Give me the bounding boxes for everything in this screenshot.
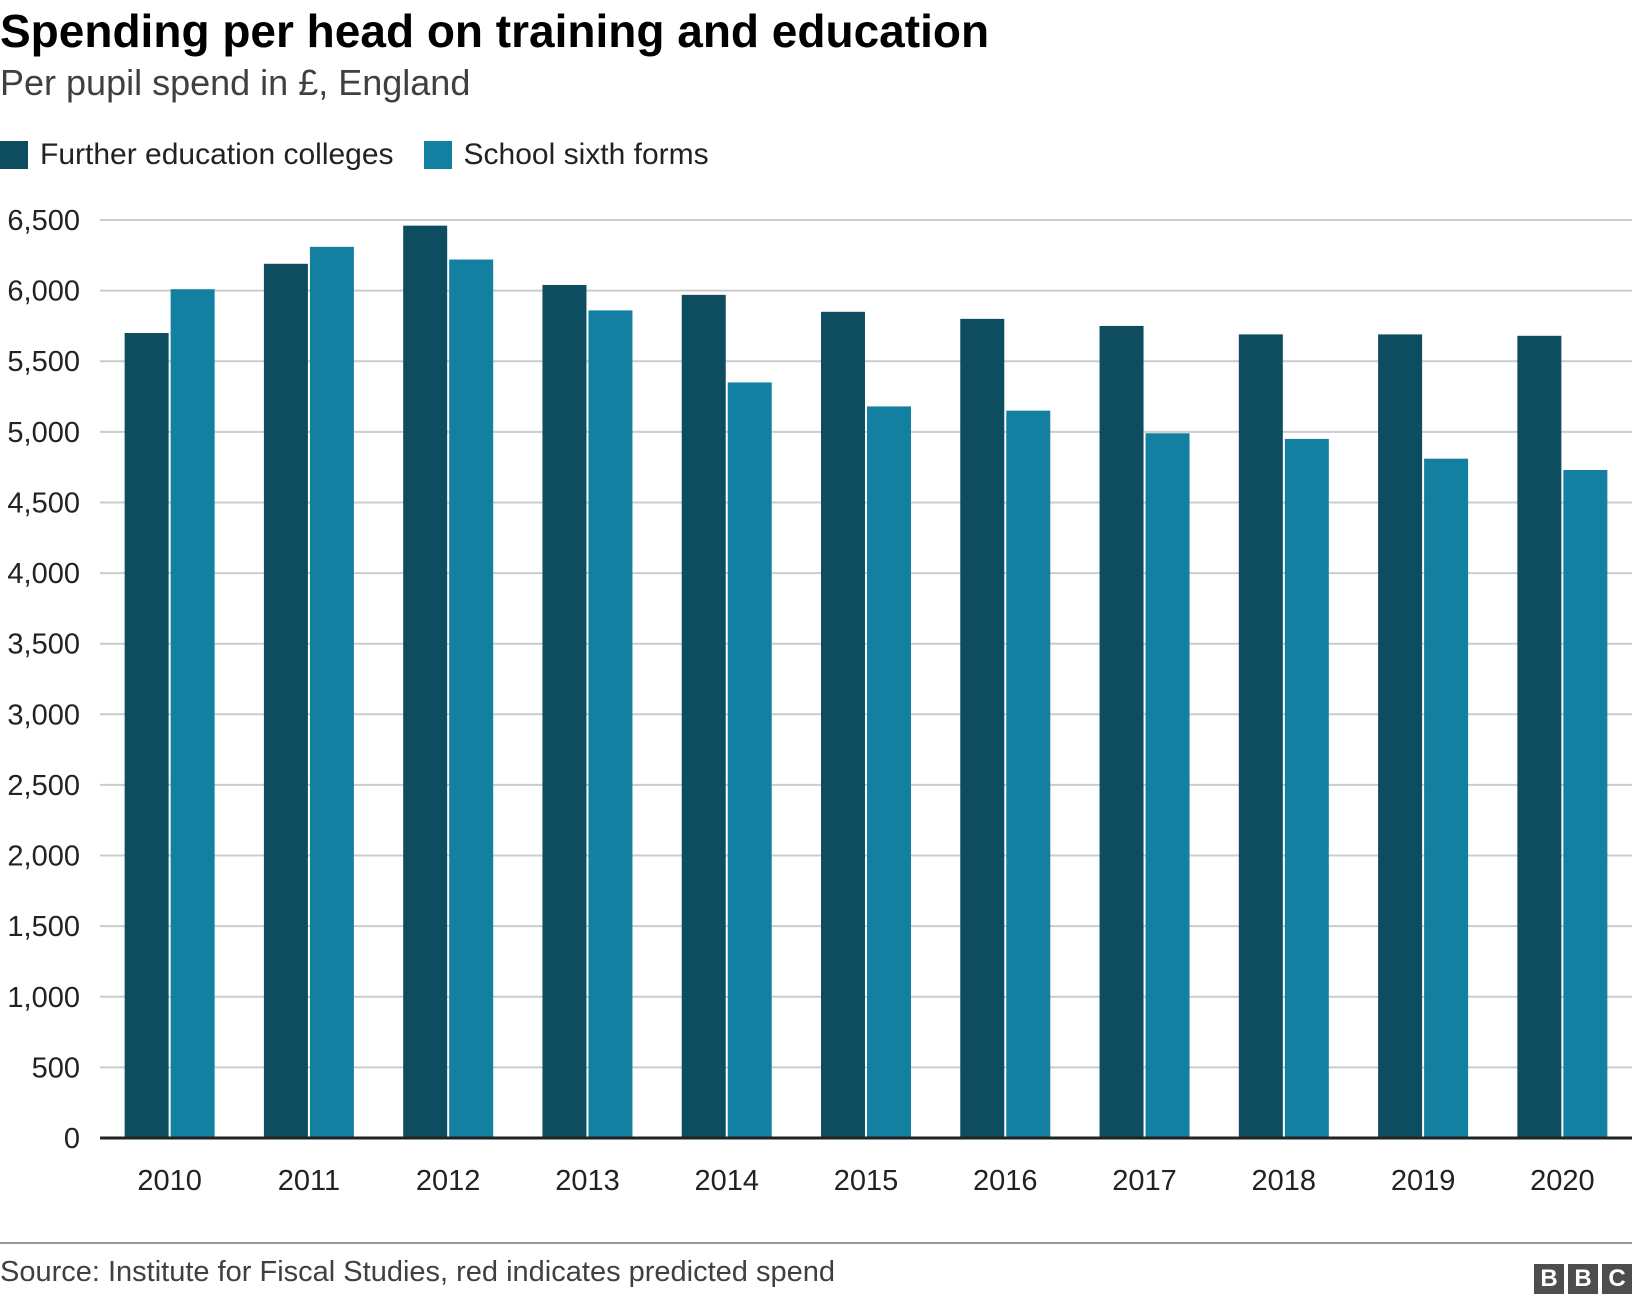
x-tick-label: 2016 — [973, 1165, 1038, 1197]
y-tick-label: 6,000 — [7, 276, 80, 308]
bar-sixth-forms-2013 — [588, 310, 633, 1138]
x-tick-label: 2015 — [834, 1165, 899, 1197]
x-tick-label: 2013 — [555, 1165, 620, 1197]
bar-further-education-2014 — [681, 294, 726, 1138]
y-tick-label: 5,000 — [7, 417, 80, 449]
y-tick-label: 3,000 — [7, 699, 80, 731]
legend-label-sixth-forms: School sixth forms — [463, 138, 709, 171]
x-tick-label: 2017 — [1112, 1165, 1177, 1197]
bbc-logo-letter: C — [1602, 1264, 1632, 1294]
y-tick-label: 1,000 — [7, 982, 80, 1014]
source-divider — [0, 1242, 1632, 1244]
bar-further-education-2017 — [1099, 325, 1144, 1138]
bar-further-education-2018 — [1238, 334, 1283, 1138]
y-tick-label: 6,500 — [7, 205, 80, 237]
bar-further-education-2020 — [1517, 335, 1562, 1139]
y-tick-label: 5,500 — [7, 346, 80, 378]
y-tick-label: 500 — [32, 1052, 80, 1084]
bar-further-education-2015 — [821, 311, 865, 1138]
y-tick-label: 2,500 — [7, 770, 80, 802]
bar-further-education-2012 — [403, 225, 448, 1138]
bar-further-education-2019 — [1378, 334, 1423, 1138]
y-tick-label: 3,500 — [7, 629, 80, 661]
x-tick-label: 2018 — [1252, 1165, 1317, 1197]
legend-swatch-sixth-forms — [423, 141, 452, 169]
bar-sixth-forms-2012 — [449, 259, 494, 1138]
bbc-logo-letter: B — [1534, 1264, 1564, 1294]
x-tick-label: 2014 — [694, 1165, 759, 1197]
bar-sixth-forms-2016 — [1006, 410, 1051, 1139]
x-tick-label: 2012 — [416, 1165, 481, 1197]
y-tick-label: 4,500 — [7, 487, 80, 519]
bar-further-education-2011 — [263, 263, 308, 1139]
bbc-logo: B B C — [1534, 1264, 1632, 1294]
bar-sixth-forms-2020 — [1563, 469, 1608, 1138]
bar-sixth-forms-2019 — [1424, 458, 1469, 1138]
x-tick-label: 2019 — [1391, 1165, 1456, 1197]
y-tick-label: 0 — [64, 1123, 80, 1155]
bar-sixth-forms-2017 — [1145, 433, 1190, 1139]
legend-swatch-further-education — [0, 141, 28, 169]
bar-further-education-2016 — [960, 318, 1005, 1138]
bar-sixth-forms-2011 — [309, 246, 354, 1138]
bbc-logo-letter: B — [1568, 1264, 1598, 1294]
legend-item-sixth-forms: School sixth forms — [423, 138, 709, 172]
legend-label-further-education: Further education colleges — [40, 138, 394, 171]
y-tick-label: 2,000 — [7, 841, 80, 873]
bar-sixth-forms-2018 — [1284, 438, 1329, 1138]
bar-further-education-2013 — [542, 284, 587, 1138]
x-tick-label: 2011 — [278, 1165, 340, 1197]
chart-subtitle: Per pupil spend in £, England — [0, 62, 471, 103]
x-tick-label: 2020 — [1530, 1165, 1595, 1197]
legend: Further education colleges School sixth … — [0, 138, 739, 172]
y-tick-label: 4,000 — [7, 558, 80, 590]
chart-title: Spending per head on training and educat… — [0, 5, 990, 57]
x-tick-label: 2010 — [137, 1165, 202, 1197]
bar-further-education-2010 — [124, 332, 169, 1138]
bar-sixth-forms-2010 — [170, 289, 215, 1138]
bar-sixth-forms-2014 — [727, 382, 772, 1138]
source-note: Source: Institute for Fiscal Studies, re… — [0, 1256, 835, 1288]
legend-item-further-education: Further education colleges — [0, 138, 394, 172]
y-tick-label: 1,500 — [7, 911, 80, 943]
bar-sixth-forms-2015 — [867, 406, 911, 1138]
bar-chart: 0 500 1,000 1,500 2,000 2,500 3,000 3,500 4,000 4… — [7, 205, 1632, 1197]
